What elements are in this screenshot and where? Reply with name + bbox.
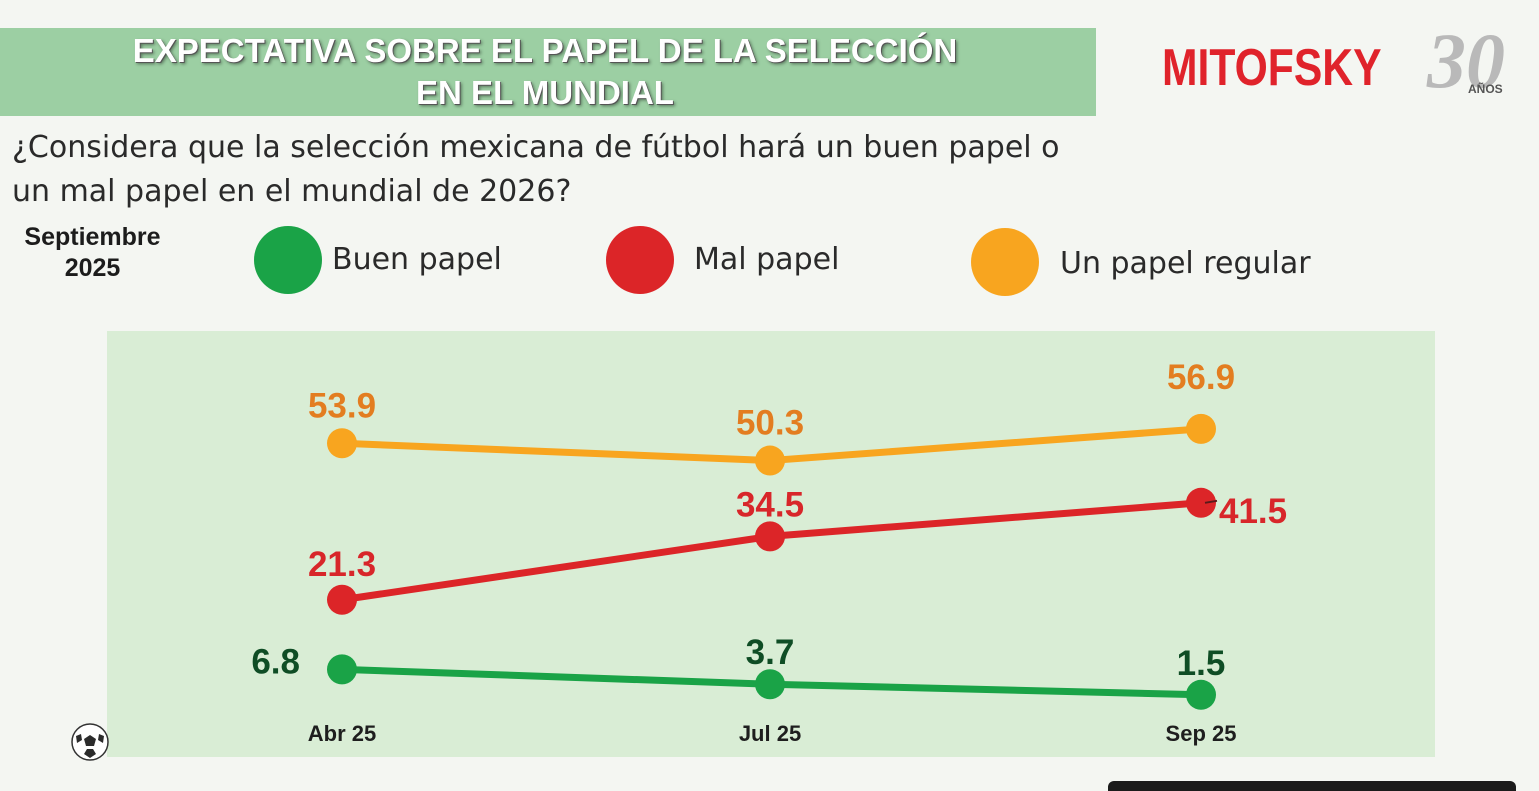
data-label-0-1: 50.3 bbox=[736, 404, 804, 443]
data-point-1-2 bbox=[1186, 487, 1216, 518]
data-point-0-0 bbox=[327, 428, 357, 459]
title-line-1: EXPECTATIVA SOBRE EL PAPEL DE LA SELECCI… bbox=[132, 32, 958, 69]
x-tick-label-2: Sep 25 bbox=[1166, 721, 1237, 746]
period-month: Septiembre bbox=[24, 223, 161, 251]
data-point-2-0 bbox=[327, 654, 357, 685]
data-label-1-2: 41.5 bbox=[1219, 492, 1287, 531]
legend-label-1: Mal papel bbox=[694, 242, 840, 277]
data-point-0-2 bbox=[1186, 413, 1216, 444]
bottom-bar bbox=[1108, 781, 1516, 791]
mitofsky-logo: 30 MITOFSKY AÑOS bbox=[1162, 17, 1512, 104]
legend-swatch-0 bbox=[254, 226, 322, 294]
logo-anniversary-number: 30 bbox=[1427, 17, 1505, 104]
legend-swatch-1 bbox=[606, 226, 674, 294]
x-tick-label-0: Abr 25 bbox=[308, 721, 376, 746]
title-banner bbox=[0, 28, 1096, 116]
data-point-0-1 bbox=[755, 445, 785, 476]
data-point-2-2 bbox=[1186, 679, 1216, 710]
legend-label-2: Un papel regular bbox=[1060, 246, 1311, 281]
data-label-2-1: 3.7 bbox=[746, 633, 795, 672]
data-label-2-0: 6.8 bbox=[251, 642, 300, 681]
x-tick-label-1: Jul 25 bbox=[739, 721, 801, 746]
period-label: Septiembre 2025 bbox=[10, 222, 175, 284]
logo-anos: AÑOS bbox=[1468, 82, 1503, 96]
data-label-0-0: 53.9 bbox=[308, 386, 376, 425]
legend-label-0: Buen papel bbox=[332, 242, 502, 277]
data-point-1-0 bbox=[327, 584, 357, 615]
data-label-1-0: 21.3 bbox=[308, 545, 376, 584]
label-leader-line bbox=[1204, 499, 1218, 504]
legend-swatch-2 bbox=[971, 228, 1039, 296]
page-title: EXPECTATIVA SOBRE EL PAPEL DE LA SELECCI… bbox=[40, 30, 1050, 114]
data-point-1-1 bbox=[755, 521, 785, 552]
data-label-1-1: 34.5 bbox=[736, 485, 804, 524]
soccer-ball-icon bbox=[71, 723, 109, 761]
period-year: 2025 bbox=[64, 254, 121, 282]
title-line-2: EN EL MUNDIAL bbox=[416, 74, 674, 111]
data-label-0-2: 56.9 bbox=[1167, 358, 1235, 397]
data-point-2-1 bbox=[755, 669, 785, 700]
data-label-2-2: 1.5 bbox=[1177, 644, 1226, 683]
survey-question: ¿Considera que la selección mexicana de … bbox=[12, 130, 1060, 209]
logo-brand: MITOFSKY bbox=[1162, 39, 1382, 97]
